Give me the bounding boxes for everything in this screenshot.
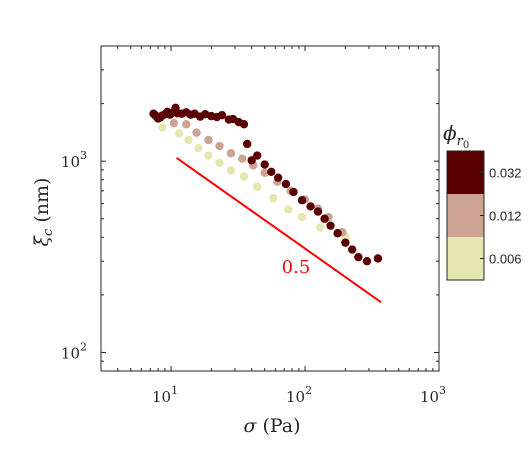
colorbar-swatch-0.032 xyxy=(447,151,484,194)
x-tick-label-1: 102 xyxy=(286,384,312,406)
data-point-series-0.012-5 xyxy=(226,149,236,158)
colorbar-title: ϕr0 xyxy=(443,121,469,151)
data-point-series-0.032-36 xyxy=(320,214,329,223)
data-point-series-0.006-0 xyxy=(158,123,167,132)
x-axis-label: σ (Pa) xyxy=(243,415,300,437)
data-point-series-0.032-31 xyxy=(281,179,291,189)
data-point-series-0.032-20 xyxy=(217,110,227,120)
y-tick-label-0: 102 xyxy=(61,340,87,362)
data-point-series-0.032-29 xyxy=(267,167,276,176)
reference-line-layer xyxy=(176,157,382,304)
data-point-series-0.012-3 xyxy=(204,135,213,145)
y-tick-label-1: 103 xyxy=(61,149,87,171)
tick-layer: 101 102 103 102 103 xyxy=(61,46,446,406)
data-point-series-0.006-8 xyxy=(253,182,262,191)
data-point-series-0.032-28 xyxy=(260,160,269,169)
data-point-series-0.006-6 xyxy=(226,166,236,175)
colorbar-swatch-0.006 xyxy=(447,237,484,280)
data-point-series-0.032-32 xyxy=(289,187,298,197)
data-point-series-0.032-34 xyxy=(306,202,315,211)
data-point-series-0.006-12 xyxy=(316,223,325,232)
y-axis-label: ξc (nm) xyxy=(31,178,56,247)
plot-area xyxy=(101,46,439,371)
data-layer xyxy=(149,103,383,266)
data-point-series-0.006-9 xyxy=(269,194,278,203)
data-point-series-0.032-27 xyxy=(253,151,262,160)
data-point-series-0.012-2 xyxy=(192,128,201,137)
data-point-series-0.006-1 xyxy=(174,129,184,138)
colorbar-tick-label-1: 0.012 xyxy=(489,209,522,224)
data-point-series-0.006-7 xyxy=(239,172,249,181)
data-point-series-0.006-2 xyxy=(184,135,193,145)
data-point-series-0.032-33 xyxy=(297,196,307,205)
data-point-series-0.012-4 xyxy=(215,141,224,151)
data-point-series-0.006-3 xyxy=(194,143,203,153)
data-point-series-0.006-11 xyxy=(297,212,307,222)
data-point-series-0.032-35 xyxy=(313,207,323,216)
data-point-series-0.032-42 xyxy=(362,256,372,266)
x-tick-label-2: 103 xyxy=(420,384,446,406)
x-tick-label-0: 101 xyxy=(152,384,178,406)
data-point-series-0.012-8 xyxy=(260,168,269,177)
data-point-series-0.032-24 xyxy=(239,120,249,129)
data-point-series-0.032-26 xyxy=(247,156,256,165)
data-point-series-0.032-38 xyxy=(333,229,342,238)
colorbar-swatch-0.012 xyxy=(447,194,484,237)
colorbar-frame xyxy=(446,150,485,281)
data-point-series-0.032-25 xyxy=(242,139,252,149)
data-point-series-0.032-40 xyxy=(348,245,357,254)
annotation-label: 0.5 xyxy=(282,257,311,278)
data-point-series-0.012-1 xyxy=(182,120,191,129)
data-point-series-0.012-0 xyxy=(169,118,179,128)
data-point-series-0.032-41 xyxy=(354,252,363,262)
data-point-series-0.032-39 xyxy=(341,238,350,247)
colorbar-tick-label-2: 0.006 xyxy=(489,252,522,267)
data-point-series-0.032-43 xyxy=(373,254,383,263)
plot-frame xyxy=(100,45,440,372)
data-point-series-0.032-30 xyxy=(273,173,283,182)
data-point-series-0.012-6 xyxy=(238,154,247,163)
data-point-series-0.006-4 xyxy=(204,151,213,160)
data-point-series-0.006-5 xyxy=(215,158,224,168)
colorbar-tick-label-0: 0.032 xyxy=(489,166,522,181)
reference-slope-line xyxy=(176,157,382,304)
data-point-series-0.006-10 xyxy=(284,205,293,214)
colorbar: 0.032 0.012 0.006 xyxy=(446,150,522,281)
data-point-series-0.032-37 xyxy=(326,221,335,230)
